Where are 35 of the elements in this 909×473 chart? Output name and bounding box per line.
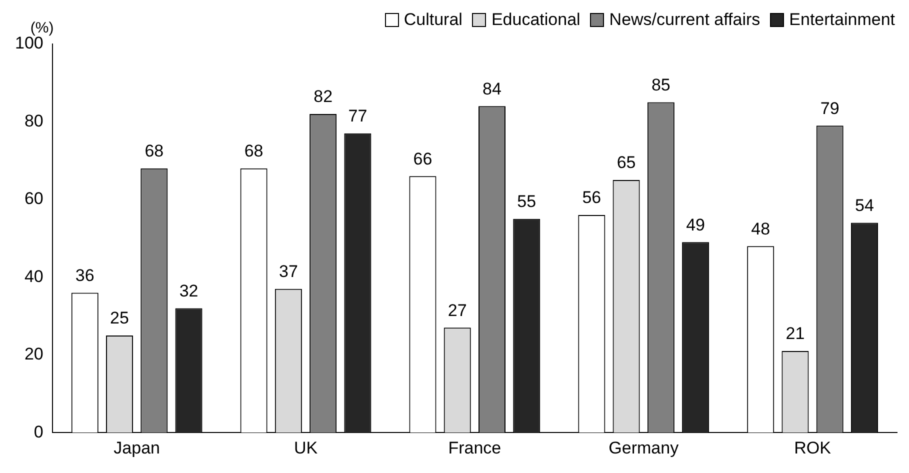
data-label: 32 <box>179 281 198 300</box>
y-tick-label: 40 <box>24 266 44 286</box>
x-tick-label: Japan <box>114 438 160 458</box>
y-axis-title: (%) <box>30 20 54 37</box>
data-label: 55 <box>517 192 536 212</box>
data-label: 68 <box>244 142 264 161</box>
data-label: 56 <box>582 188 602 208</box>
x-tick-label: France <box>448 438 502 458</box>
data-label: 27 <box>448 300 467 320</box>
y-tick-label: 60 <box>24 189 44 208</box>
data-label: 25 <box>110 308 129 328</box>
y-tick-label: 20 <box>24 344 44 364</box>
legend-label: Cultural <box>404 10 462 30</box>
data-label: 66 <box>413 149 432 168</box>
data-label: 36 <box>75 266 94 285</box>
data-label: 21 <box>786 324 805 344</box>
data-label: 48 <box>751 219 770 238</box>
data-label: 68 <box>144 142 164 161</box>
data-label: 37 <box>278 262 298 282</box>
legend-label: Educational <box>491 10 580 30</box>
x-tick-label: ROK <box>794 438 832 458</box>
data-label: 54 <box>855 196 874 215</box>
x-tick-label: UK <box>294 438 318 458</box>
y-tick-label: 0 <box>34 422 44 442</box>
x-tick-label: Germany <box>608 438 680 458</box>
legend-label: News/current affairs <box>609 10 760 30</box>
data-label: 65 <box>616 153 636 172</box>
legend-label: Entertainment <box>789 10 895 30</box>
data-label: 77 <box>348 106 368 126</box>
data-label: 49 <box>686 215 706 234</box>
data-label: 82 <box>314 87 333 106</box>
data-label: 85 <box>651 75 670 94</box>
data-label: 79 <box>820 98 840 118</box>
y-tick-label: 80 <box>24 111 44 130</box>
data-label: 84 <box>482 79 502 98</box>
